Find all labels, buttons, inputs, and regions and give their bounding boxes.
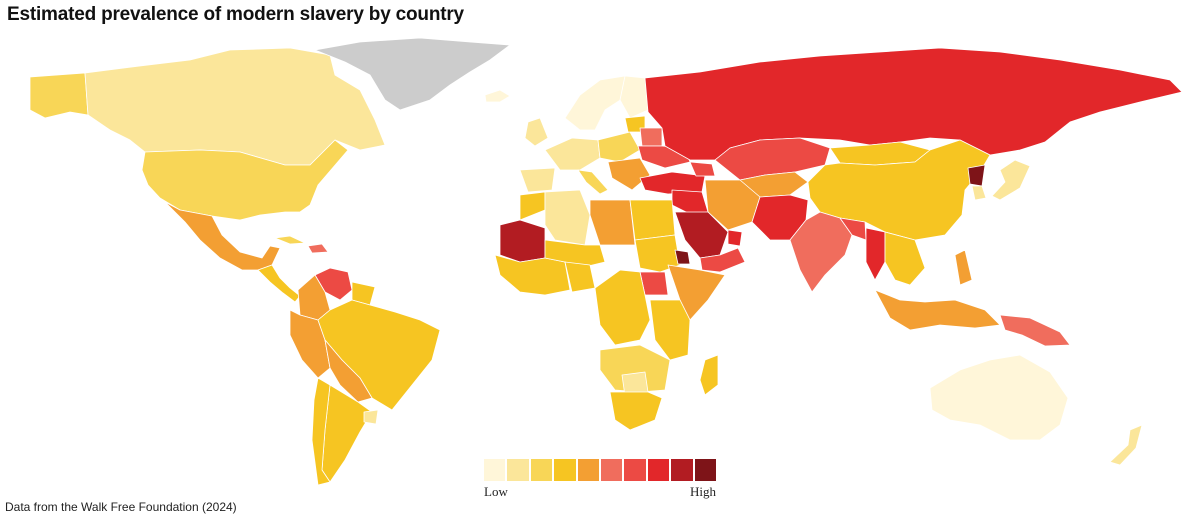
region-new-zealand[interactable] — [1109, 424, 1143, 466]
region-libya[interactable] — [589, 199, 636, 246]
legend-swatch-2 — [507, 459, 529, 481]
region-gulf-states[interactable] — [727, 229, 743, 247]
source-note: Data from the Walk Free Foundation (2024… — [5, 500, 237, 514]
legend-low-label: Low — [484, 484, 508, 499]
region-australia[interactable] — [929, 354, 1069, 441]
region-balkans[interactable] — [607, 157, 651, 191]
legend-swatch-5 — [577, 459, 600, 481]
region-chile[interactable] — [311, 377, 331, 486]
legend-swatch-4 — [554, 459, 576, 481]
region-south-korea[interactable] — [971, 185, 987, 201]
region-thailand-indochina[interactable] — [884, 231, 926, 286]
region-philippines[interactable] — [954, 249, 973, 286]
legend-swatch-7 — [624, 459, 646, 481]
region-morocco[interactable] — [519, 191, 546, 221]
region-caucasus[interactable] — [689, 161, 716, 177]
legend-swatch-1 — [484, 459, 506, 481]
region-uk-ireland[interactable] — [524, 117, 549, 147]
legend-swatch-6 — [601, 459, 623, 481]
region-north-korea[interactable] — [967, 164, 986, 187]
region-east-africa[interactable] — [649, 299, 691, 361]
region-mexico[interactable] — [164, 201, 281, 271]
region-central-africa[interactable] — [594, 269, 651, 346]
region-sahel-states[interactable] — [544, 239, 606, 269]
region-southern-africa[interactable] — [599, 344, 671, 393]
legend-swatches — [484, 459, 717, 481]
region-greenland[interactable] — [314, 37, 511, 111]
region-egypt[interactable] — [629, 199, 676, 241]
color-scale-legend: Low High — [484, 459, 717, 499]
region-central-europe[interactable] — [597, 131, 641, 163]
region-finland[interactable] — [619, 75, 649, 119]
region-iceland[interactable] — [484, 89, 511, 103]
region-madagascar[interactable] — [699, 354, 719, 396]
legend-swatch-8 — [647, 459, 670, 481]
region-scandinavia[interactable] — [564, 75, 629, 131]
region-papua-new-guinea[interactable] — [999, 314, 1071, 347]
region-eritrea[interactable] — [674, 249, 691, 265]
world-choropleth-map — [29, 37, 1183, 486]
region-italy[interactable] — [577, 169, 609, 195]
region-russia[interactable] — [644, 47, 1183, 161]
region-japan[interactable] — [991, 159, 1031, 201]
legend-high-label: High — [690, 484, 716, 499]
region-myanmar[interactable] — [865, 227, 886, 281]
legend-swatch-3 — [530, 459, 553, 481]
region-usa[interactable] — [141, 139, 349, 221]
legend-swatch-10 — [694, 459, 717, 481]
region-bolivia-paraguay[interactable] — [324, 339, 373, 403]
region-mauritania[interactable] — [499, 219, 546, 263]
region-west-africa[interactable] — [494, 254, 571, 296]
region-iraq-syria[interactable] — [671, 189, 709, 215]
region-algeria[interactable] — [544, 189, 591, 246]
region-cuba[interactable] — [274, 235, 306, 245]
region-canada[interactable] — [84, 47, 386, 166]
region-alaska[interactable] — [29, 72, 89, 119]
map-title: Estimated prevalence of modern slavery b… — [7, 4, 464, 25]
region-india[interactable] — [789, 211, 853, 293]
region-malaysia-indonesia[interactable] — [874, 289, 1001, 331]
legend-swatch-9 — [671, 459, 693, 481]
region-western-europe[interactable] — [544, 137, 601, 171]
region-belarus[interactable] — [639, 127, 663, 147]
region-central-america[interactable] — [257, 264, 301, 303]
region-uruguay[interactable] — [363, 409, 379, 425]
region-iberia[interactable] — [519, 167, 556, 193]
region-caribbean-islands[interactable] — [307, 243, 329, 254]
region-south-africa[interactable] — [609, 391, 663, 431]
